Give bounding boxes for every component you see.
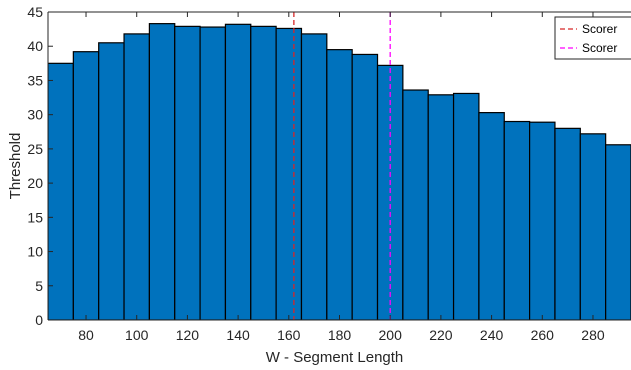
x-tick-label: 80 [78,327,94,343]
histogram-bar [98,42,125,320]
histogram-bar [275,27,303,320]
x-tick-label: 180 [328,327,352,343]
x-tick-label: 140 [226,327,250,343]
histogram-bar [300,33,328,320]
x-tick-label: 220 [429,327,453,343]
y-tick-label: 15 [27,209,43,225]
y-tick-label: 0 [35,312,43,328]
histogram-bar [503,120,531,320]
x-tick-label: 120 [176,327,200,343]
y-axis-label: Threshold [7,133,24,200]
histogram-bar [48,62,74,320]
histogram-bar [199,26,227,320]
histogram-bar [174,25,201,320]
x-tick-label: 280 [581,327,605,343]
histogram-bar [579,133,607,320]
x-tick-label: 240 [480,327,504,343]
histogram-bar [148,23,176,320]
histogram-bar [326,49,353,320]
legend-entry-1: Scorer [582,22,617,36]
y-tick-label: 40 [27,38,43,54]
histogram-bar [452,92,480,320]
histogram-bar [250,25,277,320]
legend-entry-2: Scorer [582,41,617,55]
y-tick-label: 20 [27,175,43,191]
x-tick-label: 260 [531,327,555,343]
histogram-bar [123,33,150,320]
y-tick-label: 35 [27,72,43,88]
histogram-bar [351,53,379,320]
histogram-bar [529,121,556,320]
y-tick-label: 5 [35,278,43,294]
histogram-bar [554,127,581,320]
histogram-bar [402,89,429,320]
y-tick-label: 25 [27,141,43,157]
histogram-bar [605,144,631,320]
x-tick-label: 200 [379,327,403,343]
y-tick-label: 45 [27,4,43,20]
histogram-bar [224,23,252,320]
histogram-bar [427,94,455,320]
x-tick-label: 160 [277,327,301,343]
x-axis-label: W - Segment Length [266,349,404,366]
histogram-bar [478,112,505,320]
x-tick-label: 100 [125,327,149,343]
histogram-bar [72,51,100,320]
y-tick-label: 30 [27,107,43,123]
legend-box [554,16,631,60]
y-tick-label: 10 [27,244,43,260]
